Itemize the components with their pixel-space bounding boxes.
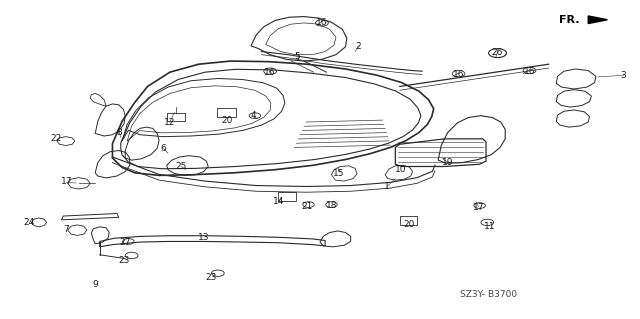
Text: 1: 1 xyxy=(384,182,390,191)
Text: 2: 2 xyxy=(355,42,361,51)
Text: 16: 16 xyxy=(524,67,535,76)
Text: 16: 16 xyxy=(316,18,328,27)
Text: 6: 6 xyxy=(161,144,166,153)
Text: 14: 14 xyxy=(273,197,285,206)
Text: 26: 26 xyxy=(492,48,503,57)
Text: 23: 23 xyxy=(118,256,130,265)
Text: 16: 16 xyxy=(453,70,465,79)
Text: 27: 27 xyxy=(119,238,131,247)
Text: 13: 13 xyxy=(198,233,209,242)
Text: 24: 24 xyxy=(23,218,35,227)
Text: 5: 5 xyxy=(295,52,301,61)
Polygon shape xyxy=(588,16,607,24)
Text: 23: 23 xyxy=(205,273,217,282)
Text: SZ3Y- B3700: SZ3Y- B3700 xyxy=(461,290,518,299)
Text: 11: 11 xyxy=(483,222,495,231)
Text: 8: 8 xyxy=(116,128,122,137)
Text: 12: 12 xyxy=(164,118,175,128)
Text: 18: 18 xyxy=(326,201,337,210)
Text: 10: 10 xyxy=(395,165,406,174)
Text: 20: 20 xyxy=(221,116,233,125)
Text: FR.: FR. xyxy=(559,15,580,25)
Text: 17: 17 xyxy=(472,203,484,212)
Text: 22: 22 xyxy=(51,134,62,143)
Text: 25: 25 xyxy=(176,162,187,171)
Text: 17: 17 xyxy=(61,177,72,186)
Text: 15: 15 xyxy=(333,169,345,178)
Text: 7: 7 xyxy=(63,225,69,234)
Text: 20: 20 xyxy=(404,220,415,229)
Text: 16: 16 xyxy=(264,68,276,77)
Text: 3: 3 xyxy=(620,71,626,80)
Text: 9: 9 xyxy=(92,280,98,289)
Text: 19: 19 xyxy=(442,158,454,167)
Text: 21: 21 xyxy=(301,202,313,211)
Text: 4: 4 xyxy=(250,111,256,120)
